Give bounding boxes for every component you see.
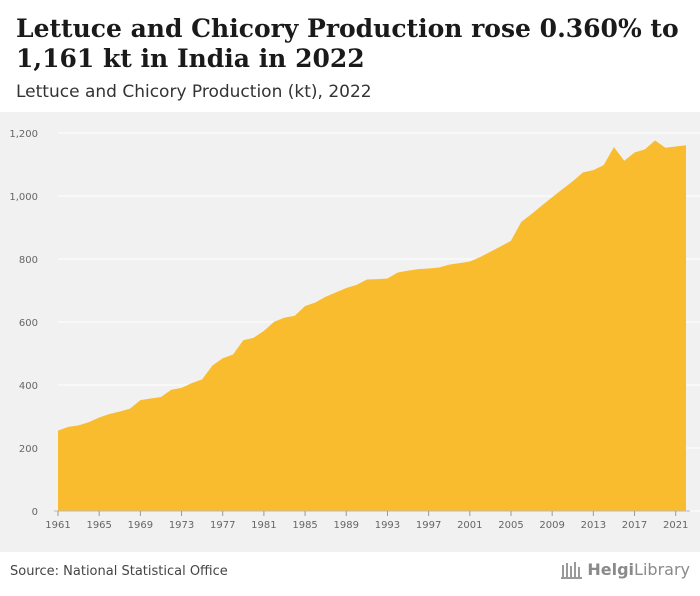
- area-chart: 0 200 400 600 800 1,000 1,200 1961 1965 1969 1973 1…: [9, 129, 700, 531]
- y-tick-label: 1,000: [9, 192, 38, 203]
- x-tick-label: 1989: [334, 520, 359, 531]
- y-tick-label: 400: [19, 381, 38, 392]
- x-tick-label: 1973: [169, 520, 194, 531]
- x-tick-label: 1997: [416, 520, 441, 531]
- y-tick-label: 1,200: [9, 129, 38, 140]
- x-tick-label: 2017: [622, 520, 647, 531]
- x-tick-label: 1985: [292, 520, 317, 531]
- production-area: [58, 140, 686, 511]
- y-tick-label: 0: [32, 507, 38, 518]
- area-layer: [58, 140, 686, 511]
- logo-text-light: Library: [634, 560, 690, 579]
- y-tick-label: 200: [19, 444, 38, 455]
- y-tick-label: 600: [19, 318, 38, 329]
- axes: 0 200 400 600 800 1,000 1,200 1961 1965 1969 1973 1…: [9, 129, 690, 531]
- x-tick-label: 2021: [663, 520, 688, 531]
- chart-title: Lettuce and Chicory Production rose 0.36…: [16, 14, 679, 73]
- y-tick-label: 800: [19, 255, 38, 266]
- x-tick-label: 1981: [251, 520, 276, 531]
- x-tick-label: 2005: [498, 520, 523, 531]
- x-tick-label: 2001: [457, 520, 482, 531]
- x-tick-label: 2009: [539, 520, 564, 531]
- logo-text-bold: Helgi: [587, 560, 635, 579]
- source-note: Source: National Statistical Office: [10, 564, 228, 579]
- x-tick-label: 1969: [128, 520, 153, 531]
- chart-subtitle: Lettuce and Chicory Production (kt), 202…: [16, 82, 372, 102]
- title-block: Lettuce and Chicory Production rose 0.36…: [16, 14, 686, 102]
- x-tick-label: 1977: [210, 520, 235, 531]
- x-tick-label: 2013: [581, 520, 606, 531]
- x-tick-label: 1993: [375, 520, 400, 531]
- x-tick-label: 1965: [86, 520, 111, 531]
- library-building-icon: [561, 561, 583, 579]
- x-tick-label: 1961: [45, 520, 70, 531]
- helgi-library-logo: HelgiLibrary: [561, 560, 690, 579]
